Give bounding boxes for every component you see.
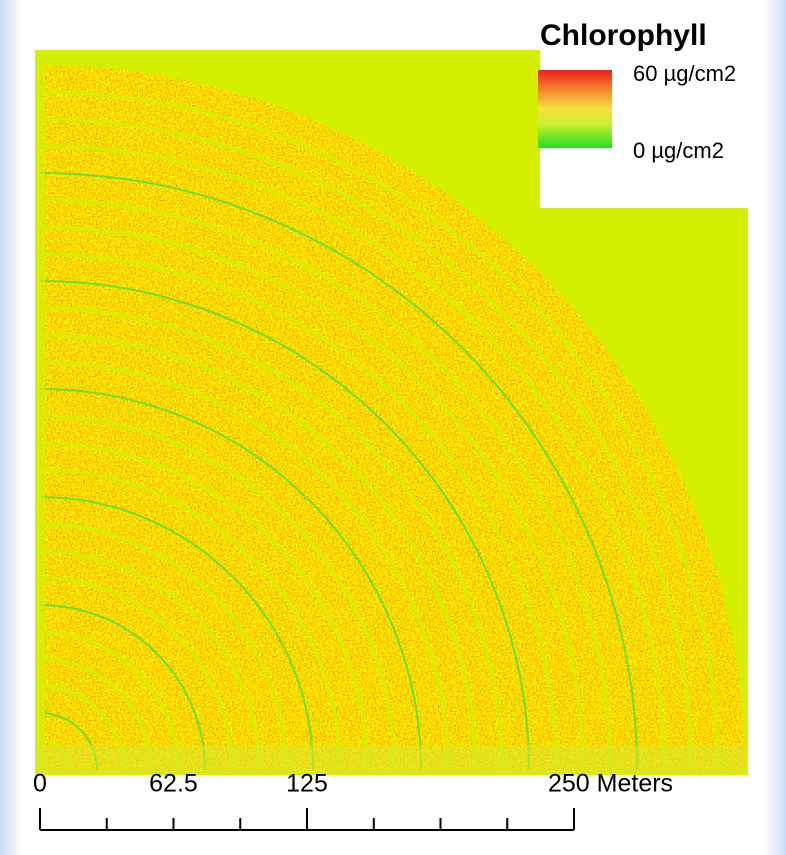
ring — [40, 604, 206, 770]
pivot-rings — [40, 90, 720, 770]
legend-ramp — [538, 70, 612, 148]
ring — [40, 280, 530, 770]
ring — [40, 388, 422, 770]
ring — [40, 117, 693, 770]
ring — [40, 360, 450, 770]
ring — [40, 414, 396, 770]
ring — [40, 333, 477, 770]
ring — [40, 198, 612, 770]
field-edge — [35, 745, 748, 775]
ring — [40, 252, 558, 770]
ring — [40, 549, 261, 770]
ring — [40, 172, 638, 770]
ring — [40, 225, 585, 770]
ring — [40, 496, 314, 770]
scale-label: 62.5 — [149, 770, 198, 798]
ring — [40, 522, 288, 770]
ring — [40, 90, 720, 770]
scale-label: 125 — [286, 770, 328, 798]
ring — [40, 630, 180, 770]
scale-label: 0 — [33, 770, 47, 798]
scale-bar: 0 62.5 125 250 Meters — [33, 770, 673, 831]
ring — [40, 576, 234, 770]
field-edge — [35, 50, 45, 775]
ring — [40, 306, 504, 770]
legend-title: Chlorophyll — [540, 19, 707, 52]
legend-max: 60 µg/cm2 — [633, 61, 736, 86]
ring — [40, 468, 342, 770]
legend-min: 0 µg/cm2 — [633, 138, 724, 163]
ring — [40, 144, 666, 770]
ring — [40, 441, 369, 770]
scale-label: 250 Meters — [548, 770, 673, 798]
